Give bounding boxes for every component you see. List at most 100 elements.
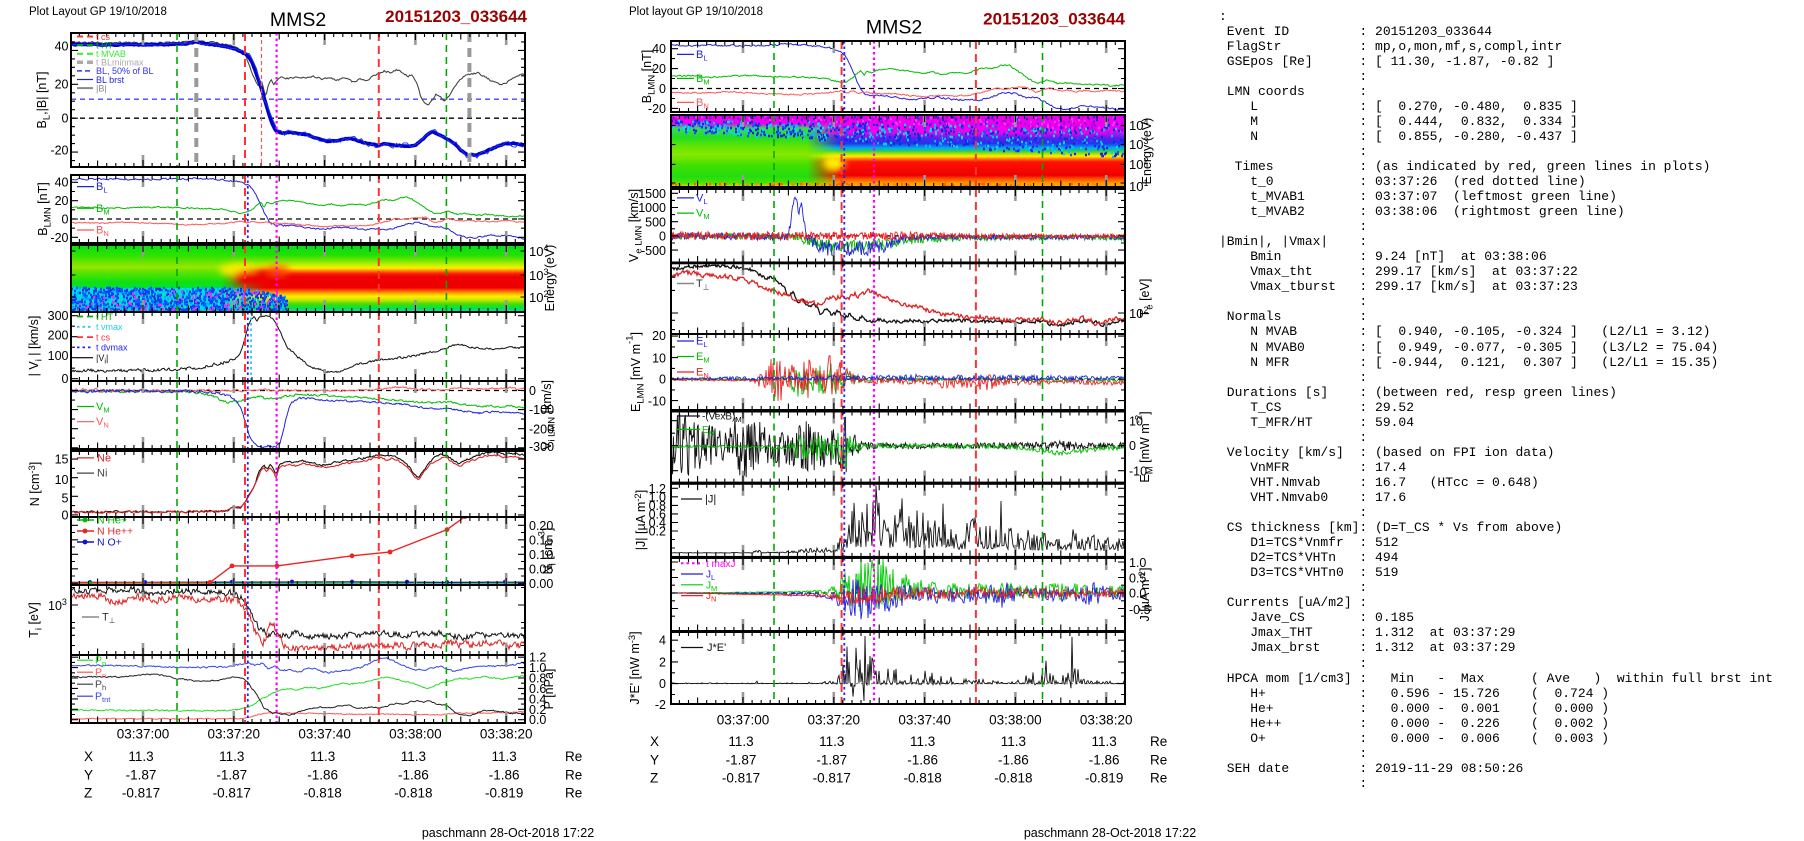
svg-text:0.8: 0.8 (529, 672, 546, 686)
svg-text:JM: JM (706, 580, 717, 593)
svg-text:0: 0 (659, 82, 666, 96)
svg-text:0.0: 0.0 (529, 713, 546, 727)
svg-text:03:37:00: 03:37:00 (717, 713, 770, 728)
svg-text:Ti [eV]: Ti [eV] (27, 602, 45, 637)
svg-text:20: 20 (55, 78, 69, 92)
svg-text:03:38:20: 03:38:20 (480, 727, 533, 742)
svg-text:JL: JL (706, 570, 715, 583)
svg-text:Z: Z (650, 771, 658, 786)
svg-text:-0.817: -0.817 (722, 771, 760, 786)
svg-text:|J|: |J| (705, 494, 716, 506)
svg-text:-0.818: -0.818 (903, 771, 941, 786)
svg-text:-300: -300 (529, 440, 554, 454)
svg-text:500: 500 (645, 215, 666, 229)
svg-text:03:37:00: 03:37:00 (117, 727, 170, 742)
svg-text:1.0: 1.0 (529, 661, 546, 675)
svg-text:03:37:40: 03:37:40 (298, 727, 351, 742)
svg-text:11.3: 11.3 (1092, 734, 1117, 749)
svg-text:-20: -20 (50, 144, 68, 158)
svg-text:1.0: 1.0 (1129, 556, 1146, 570)
svg-text:0.15: 0.15 (529, 534, 553, 548)
svg-text:-1.86: -1.86 (307, 767, 338, 782)
svg-text:0.2: 0.2 (649, 525, 666, 539)
svg-text:t cs: t cs (96, 332, 111, 342)
svg-text:MMS2: MMS2 (866, 17, 922, 39)
svg-text:Y: Y (650, 752, 659, 767)
svg-text:4: 4 (659, 634, 666, 648)
svg-text:0: 0 (529, 384, 536, 398)
svg-text:0: 0 (62, 112, 69, 126)
svg-text:0: 0 (1129, 439, 1136, 453)
svg-text:Re: Re (1150, 734, 1167, 749)
svg-text:-0.817: -0.817 (813, 771, 851, 786)
svg-text:40: 40 (55, 176, 69, 190)
svg-text:0: 0 (62, 372, 69, 386)
svg-text:20: 20 (55, 194, 69, 208)
svg-text:Ne: Ne (97, 452, 111, 464)
svg-text:-20: -20 (50, 231, 68, 245)
svg-text:-1.86: -1.86 (998, 752, 1029, 767)
svg-text:0.4: 0.4 (649, 516, 666, 530)
svg-text:t vmax: t vmax (96, 322, 123, 332)
svg-text:2: 2 (659, 655, 666, 669)
svg-text:-10: -10 (1129, 465, 1147, 479)
svg-text:-0.818: -0.818 (303, 786, 341, 801)
svg-text:paschmann 28-Oct-2018 17:22: paschmann 28-Oct-2018 17:22 (422, 826, 594, 840)
svg-text:0.2: 0.2 (529, 703, 546, 717)
svg-text:Energy (eV): Energy (eV) (1140, 118, 1154, 185)
svg-text:100: 100 (48, 349, 69, 363)
svg-text:-1.86: -1.86 (489, 767, 520, 782)
svg-text:03:37:20: 03:37:20 (208, 727, 261, 742)
svg-text:BL,|B| [nT]: BL,|B| [nT] (35, 72, 53, 129)
svg-text:0.00: 0.00 (529, 577, 553, 591)
svg-text:-(VexB)M: -(VexB)M (702, 412, 742, 425)
svg-text:t HT: t HT (96, 40, 114, 50)
svg-text:11.3: 11.3 (310, 749, 335, 764)
svg-text:Pp: Pp (95, 655, 106, 669)
svg-text:-1.87: -1.87 (816, 752, 847, 767)
svg-text:0: 0 (659, 677, 666, 691)
svg-text:1000: 1000 (638, 201, 666, 215)
svg-text:0.5: 0.5 (1129, 571, 1146, 585)
svg-text:20151203_033644: 20151203_033644 (385, 7, 527, 26)
svg-text:11.3: 11.3 (128, 749, 153, 764)
svg-text:20: 20 (652, 329, 666, 343)
svg-text:-1.86: -1.86 (907, 752, 938, 767)
svg-text:20: 20 (652, 62, 666, 76)
svg-text:40: 40 (55, 40, 69, 54)
svg-text:|J| [µA m-2]: |J| [µA m-2] (633, 490, 648, 550)
svg-text:-10: -10 (648, 394, 666, 408)
svg-text:|B|: |B| (96, 83, 107, 93)
svg-text:Ph: Ph (95, 679, 106, 693)
svg-text:03:38:20: 03:38:20 (1080, 713, 1133, 728)
svg-text:BL, 50% of BL: BL, 50% of BL (96, 66, 154, 76)
svg-text:t BLminmax: t BLminmax (96, 58, 144, 68)
svg-text:11.3: 11.3 (910, 734, 935, 749)
svg-text:03:38:00: 03:38:00 (989, 713, 1042, 728)
svg-text:-100: -100 (529, 403, 554, 417)
svg-text:Pn: Pn (95, 667, 106, 681)
svg-text:Re: Re (1150, 752, 1167, 767)
svg-text:-0.818: -0.818 (994, 771, 1032, 786)
svg-text:03:37:40: 03:37:40 (898, 713, 951, 728)
svg-text:-1.86: -1.86 (398, 767, 429, 782)
svg-text:MMS2: MMS2 (270, 9, 326, 31)
svg-text:-0.818: -0.818 (394, 786, 432, 801)
svg-text:t MVAB: t MVAB (96, 49, 126, 59)
svg-text:Re: Re (565, 767, 582, 782)
svg-text:03:38:00: 03:38:00 (389, 727, 442, 742)
svg-text:0.0: 0.0 (1129, 587, 1146, 601)
svg-text:J*E': J*E' (707, 642, 726, 654)
svg-text:t dvmax: t dvmax (96, 343, 128, 353)
svg-text:11.3: 11.3 (219, 749, 244, 764)
svg-text:300: 300 (48, 309, 69, 323)
svg-text:10: 10 (1129, 415, 1143, 429)
svg-text:t HT: t HT (96, 312, 114, 322)
svg-text:-200: -200 (529, 423, 554, 437)
svg-text:N O+: N O+ (97, 537, 122, 549)
svg-text:11.3: 11.3 (1001, 734, 1026, 749)
svg-text:11.3: 11.3 (492, 749, 517, 764)
svg-text:5: 5 (62, 492, 69, 506)
svg-text:J*E' [nW m-3]: J*E' [nW m-3] (627, 631, 642, 704)
svg-text:-20: -20 (648, 102, 666, 116)
